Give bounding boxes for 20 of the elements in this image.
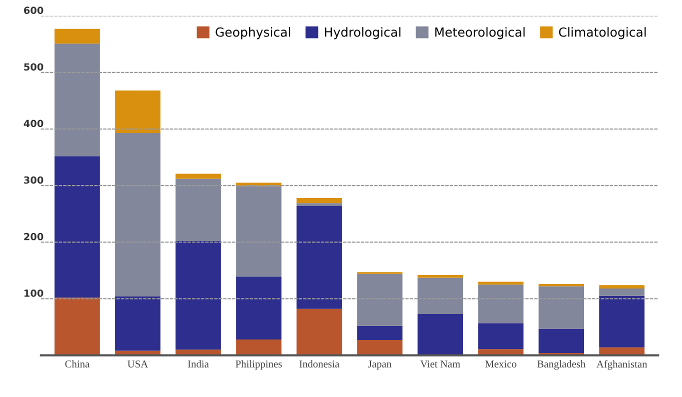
x-tick-label: Indonesia: [299, 360, 340, 368]
x-tick-label: Philippines: [236, 360, 282, 370]
x-tick-label: India: [188, 360, 209, 368]
y-tick-label: 200: [24, 232, 44, 240]
x-tick-label: USA: [128, 360, 148, 368]
legend-label: Hydrological: [324, 27, 400, 40]
y-tick-label: 300: [24, 176, 44, 184]
legend-label: Geophysical: [216, 27, 290, 40]
y-tick-label: 500: [24, 63, 44, 71]
y-tick-label: 400: [24, 120, 44, 128]
legend-label: Climatological: [558, 27, 646, 40]
legend-label: Meteorological: [435, 27, 525, 40]
x-tick-label: Mexico: [485, 360, 516, 368]
x-tick-label: Viet Nam: [420, 360, 460, 368]
x-tick-label: China: [65, 360, 90, 368]
y-tick-label: 600: [24, 6, 44, 14]
x-tick-label: Japan: [368, 360, 392, 370]
y-tick-label: 100: [24, 290, 44, 297]
x-tick-label: Bangladesh: [537, 360, 586, 370]
x-tick-label: Afghanistan: [596, 360, 648, 370]
